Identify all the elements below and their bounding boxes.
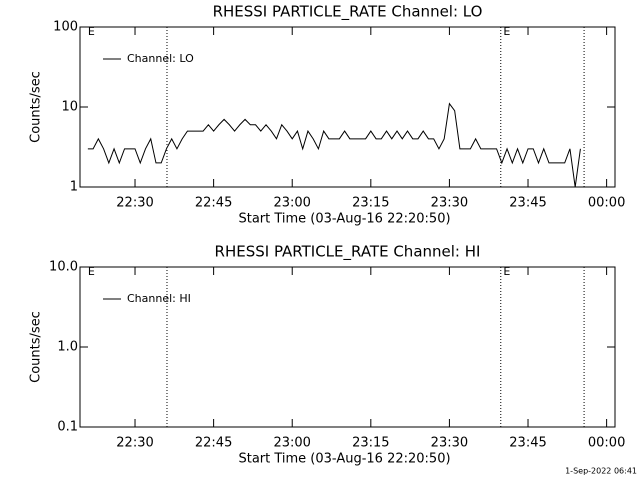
y-axis-label: Counts/sec — [29, 71, 44, 143]
annotation: E — [88, 25, 95, 38]
y-tick-label: 10.0 — [49, 260, 78, 275]
x-tick-label: 23:00 — [273, 196, 310, 211]
x-tick-label: 00:00 — [588, 196, 625, 211]
y-tick-label: 1.0 — [57, 340, 78, 355]
x-tick-label: 23:15 — [352, 196, 389, 211]
y-tick-label: 100 — [53, 20, 78, 35]
data-line — [87, 102, 581, 188]
x-axis-label: Start Time (03-Aug-16 22:20:50) — [238, 212, 450, 227]
x-tick-label: 22:45 — [195, 196, 232, 211]
x-tick-label: 22:45 — [195, 436, 232, 451]
x-tick-label: 23:00 — [273, 436, 310, 451]
x-tick-label: 23:30 — [431, 196, 468, 211]
legend-label: Channel: LO — [127, 52, 194, 65]
annotation: E — [88, 265, 95, 278]
x-tick-label: 23:15 — [352, 436, 389, 451]
x-tick-label: 23:45 — [509, 436, 546, 451]
x-tick-label: 23:45 — [509, 196, 546, 211]
y-axis-label: Counts/sec — [29, 311, 44, 383]
y-tick-label: 1 — [70, 180, 78, 195]
y-tick-label: 10 — [61, 100, 78, 115]
footer: 1-Sep-2022 06:41 — [565, 467, 637, 476]
x-tick-label: 22:30 — [116, 196, 153, 211]
chart-title: RHESSI PARTICLE_RATE Channel: LO — [213, 3, 483, 22]
x-tick-label: 23:30 — [431, 436, 468, 451]
y-tick-label: 0.1 — [57, 420, 78, 435]
legend-label: Channel: HI — [127, 292, 191, 305]
x-tick-label: 00:00 — [588, 436, 625, 451]
x-tick-label: 22:30 — [116, 436, 153, 451]
annotation: E — [503, 25, 510, 38]
chart-title: RHESSI PARTICLE_RATE Channel: HI — [215, 243, 481, 262]
annotation: E — [503, 265, 510, 278]
x-axis-label: Start Time (03-Aug-16 22:20:50) — [238, 452, 450, 467]
